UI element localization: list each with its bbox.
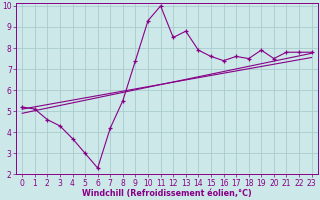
X-axis label: Windchill (Refroidissement éolien,°C): Windchill (Refroidissement éolien,°C) bbox=[82, 189, 252, 198]
